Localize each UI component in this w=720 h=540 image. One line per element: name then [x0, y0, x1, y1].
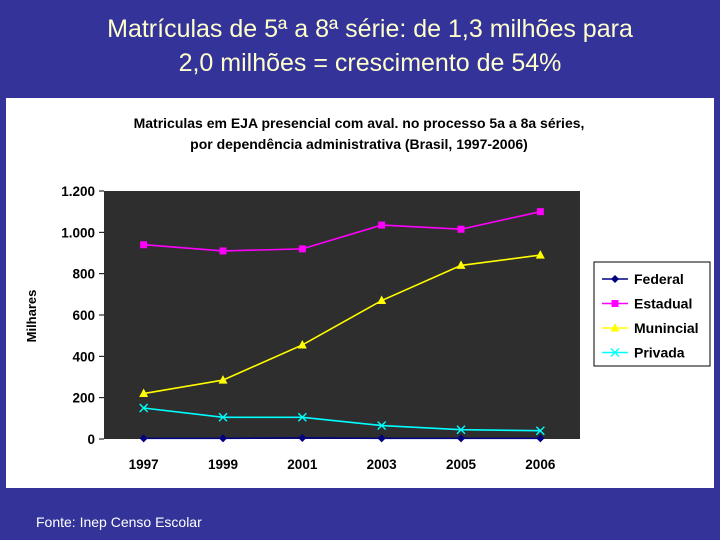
x-tick-label: 1997 [129, 457, 159, 472]
data-point-munincial [377, 295, 387, 305]
data-point-munincial [456, 260, 466, 269]
chart-panel: Matriculas em EJA presencial com aval. n… [6, 98, 714, 488]
series-line-munincial [143, 254, 541, 395]
data-point-privada [456, 425, 466, 435]
data-point-privada [377, 421, 387, 431]
data-point-estadual [298, 245, 306, 253]
source-footnote: Fonte: Inep Censo Escolar [36, 514, 202, 530]
data-point-privada [535, 426, 545, 436]
y-tick-label: 1.000 [61, 225, 95, 240]
y-tick-label: 200 [72, 391, 95, 406]
data-point-estadual [140, 241, 148, 249]
series-line-privada [143, 407, 541, 432]
data-point-estadual [378, 221, 386, 229]
slide-title: Matrículas de 5ª a 8ª série: de 1,3 milh… [40, 12, 700, 80]
data-point-federal [457, 434, 465, 443]
data-point-federal [536, 434, 545, 443]
data-point-privada [218, 412, 228, 422]
series-line-estadual [143, 210, 541, 252]
x-tick-label: 2006 [525, 457, 556, 472]
x-tick-label: 2005 [446, 457, 477, 472]
y-tick-label: 600 [72, 308, 95, 323]
legend-marker-estadual [611, 300, 619, 307]
slide-title-line-2: 2,0 milhões = crescimento de 54% [178, 49, 562, 77]
data-point-estadual [536, 208, 544, 216]
data-point-privada [139, 403, 149, 413]
data-point-estadual [457, 225, 465, 233]
legend-marker-munincial [610, 323, 620, 332]
x-tick-label: 1999 [208, 457, 238, 472]
x-tick-label: 2001 [287, 457, 318, 472]
y-axis-label: Milhares [24, 290, 39, 343]
data-point-federal [219, 434, 227, 443]
legend-marker-privada [610, 348, 620, 357]
plot-area [104, 191, 580, 439]
data-point-federal [139, 434, 148, 443]
data-point-federal [298, 433, 307, 442]
y-tick-label: 1.200 [61, 184, 95, 199]
data-point-privada [297, 412, 307, 422]
data-point-munincial [535, 250, 545, 259]
chart-title-line-2: por dependência administrativa (Brasil, … [190, 136, 528, 152]
chart-title-line-1: Matriculas em EJA presencial com aval. n… [134, 115, 585, 131]
data-point-munincial [218, 375, 228, 384]
legend-label-privada: Privada [634, 345, 685, 361]
y-tick-label: 800 [72, 267, 95, 282]
y-tick-label: 400 [72, 349, 95, 364]
data-point-estadual [219, 247, 227, 255]
data-point-munincial [139, 388, 149, 398]
data-point-munincial [297, 339, 307, 349]
line-chart: Matriculas em EJA presencial com aval. n… [24, 115, 711, 472]
legend-marker-federal [611, 275, 619, 283]
slide-title-line-1: Matrículas de 5ª a 8ª série: de 1,3 milh… [107, 15, 633, 43]
legend-label-federal: Federal [634, 271, 684, 287]
legend-label-munincial: Munincial [634, 320, 699, 336]
data-point-federal [377, 434, 386, 443]
legend-label-estadual: Estadual [634, 296, 692, 312]
x-tick-label: 2003 [367, 457, 398, 472]
y-tick-label: 0 [87, 432, 95, 447]
